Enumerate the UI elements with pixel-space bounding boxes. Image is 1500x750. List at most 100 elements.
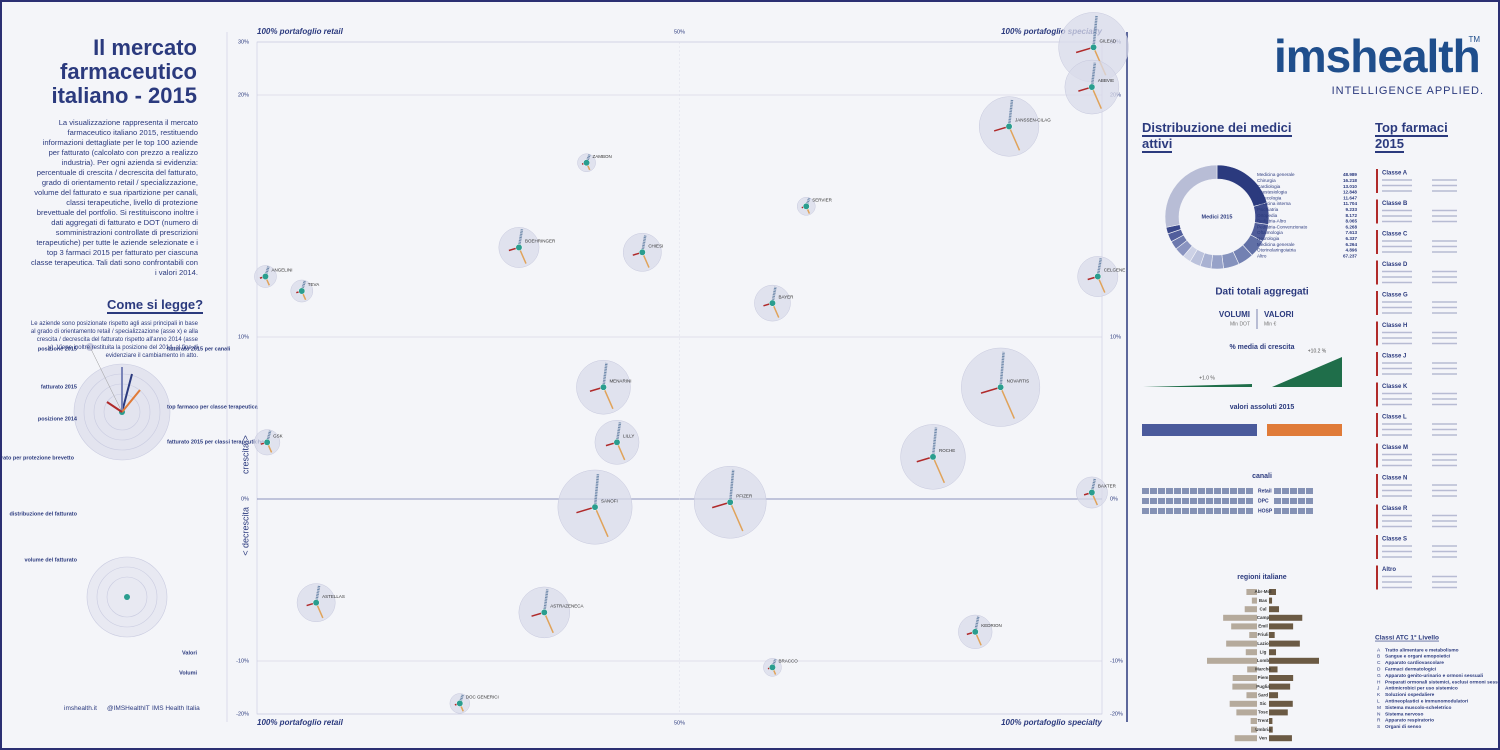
company-point [262,273,269,280]
channel-block [1166,498,1173,504]
class-marker [1376,443,1378,468]
channel-block [1230,498,1237,504]
region-name: Lomb [1257,658,1269,663]
channel-block [1214,508,1221,514]
class-marker [1376,504,1378,529]
channel-block [1246,498,1253,504]
company-spike [602,362,608,388]
channel-block [1230,488,1237,494]
channel-block [1206,488,1213,494]
region-name: Puglia [1256,684,1270,689]
legend-volume-ring [96,566,158,628]
y-tick-label: 30% [238,39,249,45]
channel-block [1306,498,1313,504]
website: imshealth.it [64,705,97,712]
channel-block [1290,508,1297,514]
channel-block [1306,488,1313,494]
class-marker [1376,352,1378,376]
company-spike [771,658,777,668]
company-label: LILLY [623,433,634,438]
channel-block [1206,508,1213,514]
legend-trail [89,346,123,413]
channel-block [1142,508,1149,514]
channel-block [1298,508,1305,514]
region-name: Marche [1255,667,1271,672]
page-title: Il mercato farmaceutico italiano - 2015 [51,35,197,108]
atc-name: Antineoplastici e immunomodulatori [1385,698,1468,704]
company-label: ABBVIE [1098,78,1114,83]
doctor-count: 11.647 [1343,195,1357,200]
channel-block [1230,508,1237,514]
atc-code: J [1377,686,1380,692]
atc-name: Sistema nervoso [1385,711,1423,717]
legend-volume-dot [124,594,130,600]
class-marker [1376,199,1378,224]
company-label: ZAMBON [593,154,612,159]
region-name: Trent [1257,718,1269,723]
absolute-title: valori assoluti 2015 [1230,404,1295,411]
y-tick-label: 20% [238,92,249,98]
region-volume-bar [1249,632,1257,638]
company-point [591,503,599,511]
channel-block [1246,488,1253,494]
atc-code: H [1377,679,1381,685]
regions-title: regioni italiane [1237,574,1287,581]
twitter: @IMSHealthIT [107,705,150,712]
doctor-specialty: Medicina interna [1257,201,1291,206]
atc-name: Farmaci dermatologici [1385,666,1436,672]
legend-label: volume del fatturato [24,557,77,563]
channel-block [1182,498,1189,504]
region-value-bar [1269,683,1291,690]
company-spike [543,612,554,634]
class-marker [1376,474,1378,498]
company-point [638,248,646,256]
channel-block [1306,508,1313,514]
doctor-specialty: Ginecologia [1257,195,1282,200]
class-marker [1376,382,1378,407]
channel-block [1238,508,1245,514]
company-label: ASTELLAS [322,594,345,599]
legend-label: distribuzione del fatturato [9,511,77,517]
company-point [1090,43,1098,51]
x-axis-end-label: 100% portafoglio retail [257,27,344,36]
atc-name: Preparati ormonali sistemici, esclusi or… [1385,679,1498,685]
region-volume-bar [1251,726,1257,733]
class-name: Classe H [1382,323,1407,329]
company-spike [728,469,735,503]
channel-name: Retail [1258,488,1272,494]
company-spike [641,234,647,253]
channel-block [1142,498,1149,504]
region-value-bar [1269,597,1273,604]
doctor-specialty: Pediatria-Altro [1257,219,1287,224]
company-label: ROCHE [939,448,955,453]
channel-block [1190,498,1197,504]
class-name: Classe J [1382,354,1406,360]
company-point [1088,83,1096,91]
class-name: Classe R [1382,506,1408,512]
atc-code: B [1377,654,1380,660]
doctor-specialty: Cardiologia [1257,184,1281,189]
donut-segment [1210,254,1224,270]
region-value-bar [1269,614,1303,621]
class-name: Classe A [1382,171,1408,177]
company-point [769,663,776,671]
company-label: SERVIER [812,198,832,203]
class-name: Altro [1382,567,1396,573]
doctor-count: 48.989 [1343,172,1357,177]
channel-block [1174,488,1181,494]
channel-block [1174,508,1181,514]
channel-block [1282,498,1289,504]
doctor-specialty: Neurologia [1257,236,1280,241]
legend-label: posizione 2015 [38,346,77,352]
company-label: CELGENE [1104,268,1126,273]
company-point [312,599,320,607]
channel-block [1198,508,1205,514]
growth-triangle [1142,384,1252,387]
y-tick-label: 0% [1110,496,1118,502]
channel-block [1150,508,1157,514]
channel-block [1274,488,1281,494]
region-volume-bar [1245,649,1257,656]
region-value-bar [1269,700,1293,707]
region-value-bar [1269,718,1273,724]
channel-block [1190,488,1197,494]
